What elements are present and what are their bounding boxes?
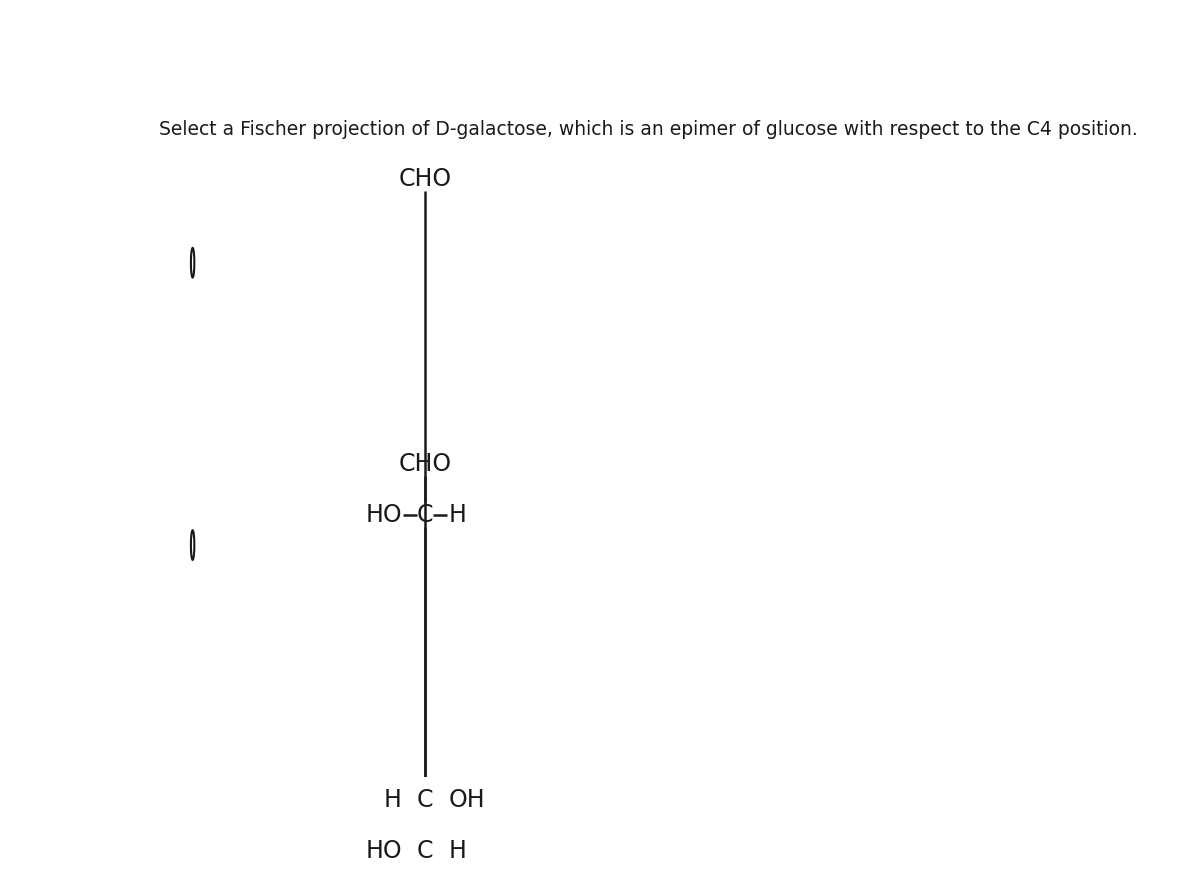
Text: H: H (449, 839, 467, 863)
Text: OH: OH (449, 788, 485, 813)
Text: C: C (416, 503, 433, 526)
Text: C: C (416, 839, 433, 863)
Text: HO: HO (365, 503, 402, 526)
Text: HO: HO (365, 839, 402, 863)
Text: C: C (416, 788, 433, 813)
Text: Select a Fischer projection of D-galactose, which is an epimer of glucose with r: Select a Fischer projection of D-galacto… (160, 120, 1138, 139)
Text: CHO: CHO (398, 452, 451, 477)
Text: CHO: CHO (398, 167, 451, 190)
Text: H: H (449, 503, 467, 526)
Text: H: H (384, 788, 402, 813)
